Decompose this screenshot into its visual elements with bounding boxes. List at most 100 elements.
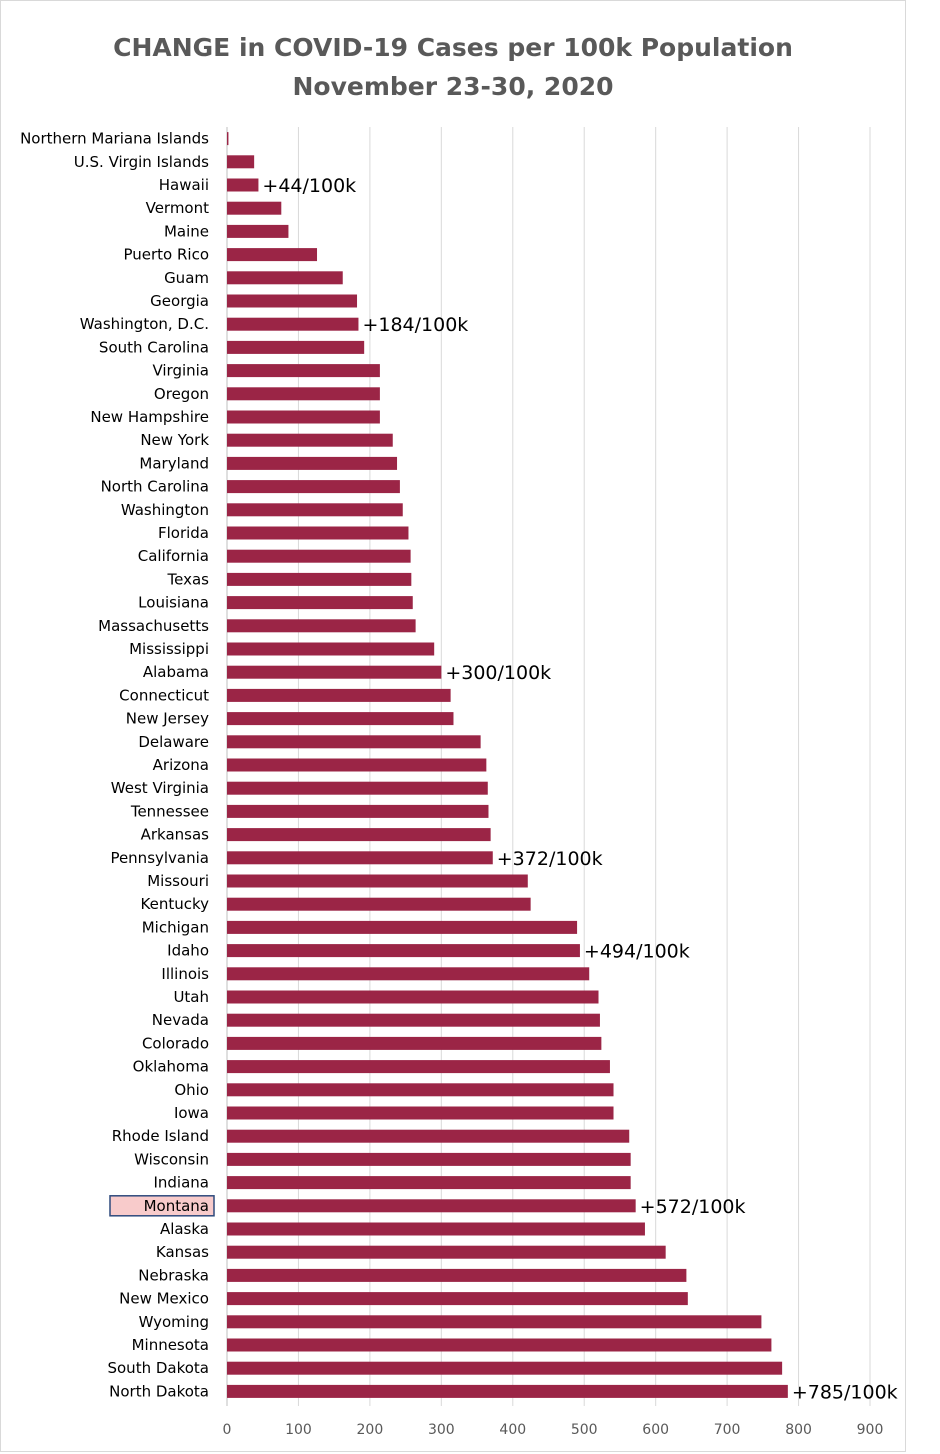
- category-label: Kansas: [156, 1243, 209, 1261]
- category-label: Pennsylvania: [110, 849, 209, 867]
- x-tick-label: 800: [785, 1422, 812, 1438]
- x-tick-label: 700: [714, 1422, 741, 1438]
- bar: [227, 712, 454, 726]
- category-label: Maine: [164, 222, 209, 240]
- category-label: Arkansas: [141, 826, 210, 844]
- category-label: Idaho: [167, 942, 209, 960]
- category-label: South Dakota: [107, 1359, 209, 1377]
- bar: [227, 1083, 614, 1097]
- bar: [227, 1152, 631, 1166]
- category-label: Colorado: [142, 1034, 209, 1052]
- category-label: Washington: [121, 501, 209, 519]
- x-tick-label: 400: [499, 1422, 526, 1438]
- category-label: California: [138, 547, 209, 565]
- category-label: Florida: [158, 524, 209, 542]
- bar: [227, 1036, 602, 1050]
- category-label: Wisconsin: [134, 1150, 209, 1168]
- highlight-layer: [109, 1195, 215, 1217]
- bar: [227, 874, 528, 888]
- category-label: Minnesota: [132, 1336, 209, 1354]
- bar: [227, 317, 359, 331]
- bar: [227, 364, 380, 378]
- category-label: Northern Mariana Islands: [20, 130, 209, 148]
- category-label: Texas: [167, 570, 210, 588]
- bar: [227, 1129, 630, 1143]
- category-label: Oklahoma: [133, 1058, 209, 1076]
- data-annotation: +184/100k: [362, 314, 468, 336]
- category-label: Guam: [164, 269, 209, 287]
- category-label: North Carolina: [101, 478, 209, 496]
- data-annotation: +300/100k: [445, 662, 551, 684]
- category-label: Rhode Island: [112, 1127, 209, 1145]
- category-label: Mississippi: [129, 640, 209, 658]
- category-label: Kentucky: [141, 895, 210, 913]
- bar: [227, 758, 487, 772]
- category-label: New York: [140, 431, 209, 449]
- bar: [227, 781, 488, 795]
- x-tick-label: 100: [285, 1422, 312, 1438]
- bar: [227, 224, 289, 238]
- bar: [227, 944, 580, 958]
- bar: [227, 665, 442, 679]
- bar: [227, 178, 259, 192]
- bar: [227, 1292, 688, 1306]
- bar: [227, 967, 590, 981]
- category-label: Connecticut: [119, 686, 209, 704]
- category-label: Puerto Rico: [123, 246, 209, 264]
- category-label: Iowa: [174, 1104, 209, 1122]
- category-label: Delaware: [138, 733, 209, 751]
- data-annotation: +572/100k: [640, 1196, 746, 1218]
- category-label: New Hampshire: [90, 408, 209, 426]
- bar: [227, 480, 400, 494]
- x-tick-label: 300: [428, 1422, 455, 1438]
- category-label: New Mexico: [119, 1290, 209, 1308]
- category-label: Missouri: [147, 872, 209, 890]
- bar: [227, 1199, 636, 1213]
- bar: [227, 387, 380, 401]
- category-label: Louisiana: [138, 594, 209, 612]
- category-label: Georgia: [150, 292, 209, 310]
- bar: [227, 1013, 600, 1027]
- category-label: Illinois: [161, 965, 209, 983]
- category-label: Ohio: [174, 1081, 209, 1099]
- x-tick-labels: 0 100 200 300 400 500 600 700 800 900: [223, 1422, 884, 1438]
- category-label: Montana: [144, 1197, 209, 1215]
- bar: [227, 503, 403, 517]
- bar: [227, 1060, 610, 1074]
- bar: [227, 526, 409, 540]
- bar: [227, 271, 343, 285]
- x-tick-label: 900: [857, 1422, 884, 1438]
- data-annotation: +494/100k: [584, 941, 690, 963]
- bar: [227, 433, 393, 447]
- annotations: +44/100k +184/100k +300/100k +372/100k +494/…: [262, 175, 897, 1403]
- category-label: Nevada: [152, 1011, 209, 1029]
- category-label: West Virginia: [111, 779, 209, 797]
- data-annotation: +785/100k: [792, 1381, 898, 1403]
- category-label: Nebraska: [138, 1266, 209, 1284]
- chart-subtitle: November 23-30, 2020: [292, 72, 614, 101]
- bar: [227, 596, 413, 610]
- category-label: Hawaii: [159, 176, 209, 194]
- category-label: Massachusetts: [98, 617, 209, 635]
- bar: [227, 572, 412, 586]
- chart-title: CHANGE in COVID-19 Cases per 100k Popula…: [0, 28, 906, 106]
- bar: [227, 294, 358, 308]
- bar: [227, 1176, 631, 1190]
- x-tick-label: 0: [223, 1422, 232, 1438]
- category-label: Utah: [173, 988, 209, 1006]
- category-label: Arizona: [153, 756, 209, 774]
- bar: [227, 735, 481, 749]
- bar: [227, 828, 491, 842]
- data-annotation: +44/100k: [262, 175, 356, 197]
- category-label: South Carolina: [99, 338, 209, 356]
- bar: [227, 132, 229, 146]
- bar: [227, 920, 578, 934]
- bar: [227, 897, 531, 911]
- chart-title-line: CHANGE in COVID-19 Cases per 100k Popula…: [113, 33, 793, 62]
- category-label: Virginia: [152, 362, 209, 380]
- bar: [227, 990, 599, 1004]
- bar: [227, 1315, 762, 1329]
- bars: [227, 132, 788, 1398]
- category-label: Alaska: [160, 1220, 209, 1238]
